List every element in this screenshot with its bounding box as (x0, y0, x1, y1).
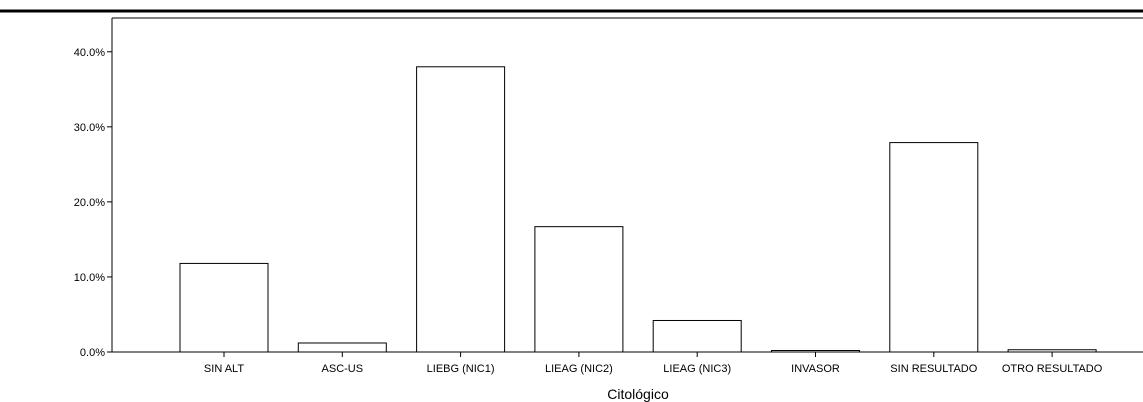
x-tick-label-1: ASC-US (322, 363, 364, 375)
x-tick-label-5: INVASOR (791, 363, 840, 375)
bar-3 (534, 226, 624, 353)
x-tick-label-6: SIN RESULTADO (890, 363, 977, 375)
x-tick-label-7: OTRO RESULTADO (1002, 363, 1103, 375)
bar-2 (416, 66, 506, 353)
x-axis-title: Citológico (607, 386, 669, 402)
x-axis: SIN ALT ASC-US LIEBG (NIC1) LIEAG (NIC2) LIE… (204, 352, 1103, 375)
y-tick-label-1: 10.0% (74, 272, 105, 284)
x-tick-label-2: LIEBG (NIC1) (427, 363, 495, 375)
bar-4 (652, 319, 742, 353)
y-axis: 0.0% 10.0% 20.0% 30.0% 40.0% (74, 47, 112, 359)
y-tick-label-4: 40.0% (74, 47, 105, 59)
bar-0 (179, 262, 269, 353)
bars-group (179, 66, 1097, 353)
x-tick-label-4: LIEAG (NIC3) (663, 363, 731, 375)
x-tick-label-0: SIN ALT (204, 363, 244, 375)
y-tick-label-3: 30.0% (74, 122, 105, 134)
bar-1 (297, 342, 387, 353)
y-tick-label-0: 0.0% (80, 347, 105, 359)
x-tick-label-3: LIEAG (NIC2) (545, 363, 613, 375)
y-tick-label-2: 20.0% (74, 197, 105, 209)
bar-6 (889, 142, 979, 353)
